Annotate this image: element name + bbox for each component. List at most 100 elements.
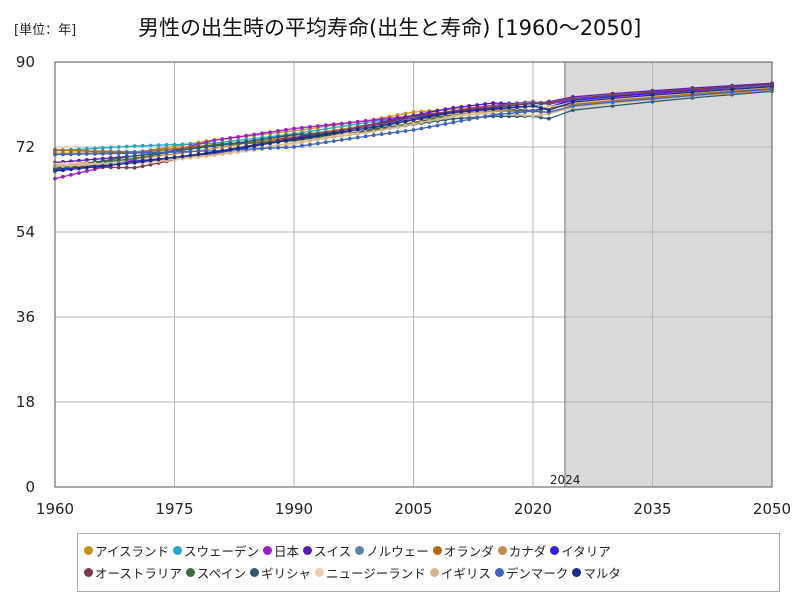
data-point [419,120,424,125]
data-point [268,130,272,135]
chart-title: 男性の出生時の平均寿命(出生と寿命) [1960～2050] [138,16,642,40]
data-point [403,129,408,133]
data-point [140,151,145,155]
data-point [650,96,655,101]
data-point [491,101,496,105]
data-point [172,150,177,154]
legend-label: オランダ [443,543,494,559]
data-point [419,126,424,131]
data-point [690,93,695,98]
data-point [180,154,185,159]
data-point [539,101,543,106]
data-point [69,163,73,168]
data-point [610,93,615,97]
data-point [483,102,488,106]
data-point [292,126,296,131]
data-point [132,165,137,170]
legend-label: デンマーク [505,565,569,581]
legend-label: オーストラリア [95,565,182,581]
data-point [499,112,504,117]
data-point [730,84,735,89]
data-point [308,142,312,147]
data-point [300,139,304,144]
data-point [650,93,655,97]
data-point [435,108,440,113]
data-point [730,87,735,92]
legend-item: スペイン [185,563,247,582]
data-point [260,131,265,136]
data-point [435,123,440,128]
data-point [108,157,113,162]
data-point [84,149,89,154]
data-point [475,112,480,117]
legend-marker [84,567,93,577]
data-point [427,118,432,123]
data-point [180,142,185,147]
legend-marker [572,567,582,577]
forecast-label: 2024 [550,473,581,487]
data-point [77,166,81,171]
data-point [196,152,201,157]
data-point [100,151,105,156]
data-point [610,100,615,105]
data-point [77,171,81,175]
legend-label: 日本 [274,543,300,559]
data-point [228,147,233,152]
data-point [244,139,249,144]
legend: アイスランド スウェーデン 日本 スイス ノルウェー オランダ カナダ イタリア オーストラリ… [77,533,780,592]
legend-marker [84,545,93,555]
data-point [84,152,89,156]
data-point [108,151,113,156]
data-point [300,132,304,137]
data-point [355,119,360,124]
data-point [451,120,456,125]
data-point [284,133,288,138]
data-point [220,149,225,153]
data-point [180,149,185,154]
data-point [355,131,360,136]
legend-item: イギリス [429,563,491,582]
data-point [323,123,328,128]
legend-label: スペイン [196,565,247,581]
data-point [427,125,432,129]
data-point [411,114,416,119]
data-point [100,158,105,163]
data-point [61,148,65,153]
legend-marker [494,567,504,577]
legend-item: カナダ [497,541,546,560]
legend-item: オランダ [432,541,494,560]
data-point [371,129,376,134]
unit-label: [単位：年] [14,23,77,38]
data-point [339,121,344,126]
x-tick-label: 2035 [633,500,671,518]
legend-marker [355,545,365,555]
plot-border [54,61,773,488]
legend-marker [173,545,183,555]
data-point [77,148,81,153]
data-point [212,150,217,155]
data-point [284,145,288,150]
data-point [371,125,376,130]
data-point [108,145,113,150]
data-point [92,157,97,162]
legend-item: ニュージーランド [315,563,426,582]
data-point [124,155,129,160]
data-point [292,137,296,142]
legend-marker [303,545,313,555]
data-point [172,142,177,147]
data-point [331,135,336,139]
data-point [650,90,655,95]
data-point [403,119,408,124]
data-point [148,162,153,167]
data-point [132,144,137,148]
data-point [61,152,65,157]
data-point [467,104,472,108]
data-point [61,168,65,173]
data-point [108,163,113,168]
data-point [387,126,392,131]
data-point [379,128,384,132]
data-point [292,145,296,149]
x-tick-label: 2050 [753,500,791,518]
data-point [204,145,209,149]
data-point [132,160,137,165]
